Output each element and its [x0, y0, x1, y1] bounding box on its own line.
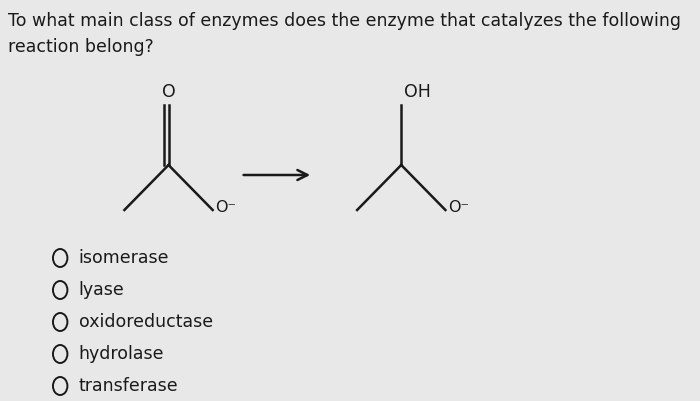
Text: transferase: transferase: [78, 377, 178, 395]
Text: O⁻: O⁻: [448, 200, 469, 215]
Text: O: O: [162, 83, 176, 101]
Text: reaction belong?: reaction belong?: [8, 38, 154, 56]
Text: hydrolase: hydrolase: [78, 345, 164, 363]
Text: O⁻: O⁻: [215, 200, 236, 215]
Text: To what main class of enzymes does the enzyme that catalyzes the following: To what main class of enzymes does the e…: [8, 12, 681, 30]
Text: oxidoreductase: oxidoreductase: [78, 313, 213, 331]
Text: isomerase: isomerase: [78, 249, 169, 267]
Text: OH: OH: [404, 83, 430, 101]
Text: lyase: lyase: [78, 281, 125, 299]
